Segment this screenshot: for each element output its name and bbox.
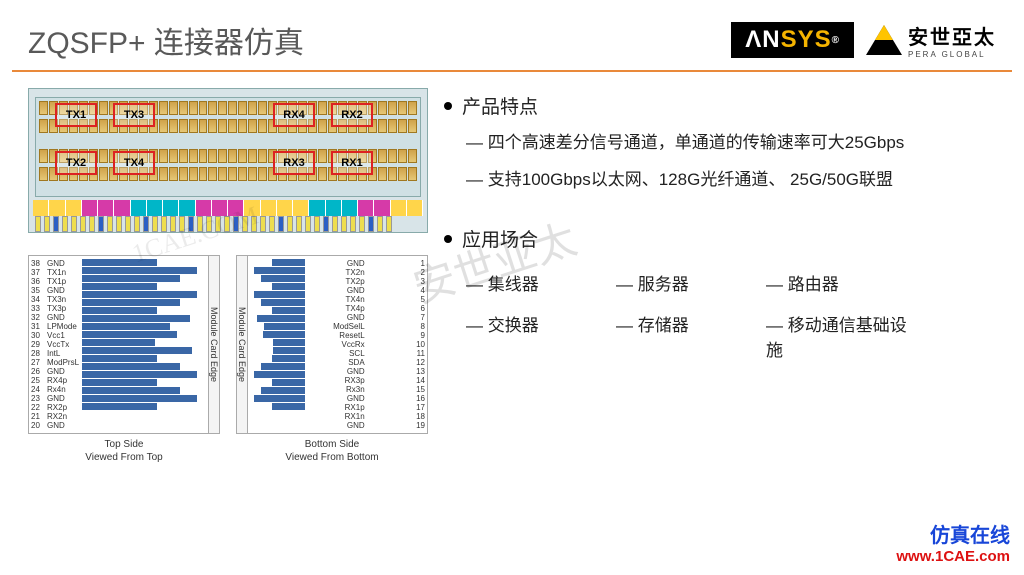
channel-tag: TX2 [55,151,97,175]
caption: Top Side [28,438,220,451]
application-item: 存储器 [616,311,766,361]
base-pins [33,216,423,232]
footer: 仿真在线 www.1CAE.com [896,519,1010,565]
slide-title: ZQSFP+ 连接器仿真 [28,18,731,62]
connector-diagram: TX1 TX3 RX4 RX2 TX2 TX4 RX3 RX1 [28,88,428,233]
pera-cn: 安世亞太 [908,21,996,50]
channel-tag: RX3 [273,151,315,175]
caption: Viewed From Top [28,451,220,464]
application-item: 交换器 [466,311,616,361]
channel-tag: TX3 [113,103,155,127]
logo-ansys: ΛNSYS® [731,22,854,58]
edge-label: Module Card Edge [208,256,219,433]
channel-tag: TX1 [55,103,97,127]
application-item: 移动通信基础设施 [766,311,916,361]
logo-pera: 安世亞太 PERA GLOBAL [864,21,996,59]
content: TX1 TX3 RX4 RX2 TX2 TX4 RX3 RX1 383736353433323… [0,72,1024,464]
left-column: TX1 TX3 RX4 RX2 TX2 TX4 RX3 RX1 383736353433323… [28,82,428,464]
pinout-top: 38373635343332313029282726252423222120 G… [28,255,220,464]
pinout-bottom: Module Card Edge GNDTX2nTX2pGNDTX4nTX4pG… [236,255,428,464]
application-item: 集线器 [466,270,616,295]
bullet-icon [444,102,452,110]
caption: Viewed From Bottom [236,451,428,464]
channel-tag: RX4 [273,103,315,127]
base-strip [33,200,423,216]
bullet-icon [444,235,452,243]
footer-cn: 仿真在线 [896,519,1010,548]
slide-header: ZQSFP+ 连接器仿真 ΛNSYS® 安世亞太 PERA GLOBAL [0,0,1024,70]
applications-heading: 应用场合 [444,225,1006,252]
applications-list: 集线器服务器路由器交换器存储器移动通信基础设施 [466,262,1006,369]
application-item: 路由器 [766,270,916,295]
features-heading: 产品特点 [444,92,1006,119]
channel-tag: RX2 [331,103,373,127]
caption: Bottom Side [236,438,428,451]
edge-label: Module Card Edge [237,256,248,433]
feature-item: 支持100Gbps以太网、128G光纤通道、 25G/50G联盟 [466,166,1006,193]
channel-tag: RX1 [331,151,373,175]
right-column: 产品特点 四个高速差分信号通道，单通道的传输速率可大25Gbps 支持100Gb… [428,82,1006,464]
channel-tag: TX4 [113,151,155,175]
application-item: 服务器 [616,270,766,295]
footer-url: www.1CAE.com [896,548,1010,565]
pera-en: PERA GLOBAL [908,50,996,59]
pinout-tables: 38373635343332313029282726252423222120 G… [28,255,428,464]
pera-triangle-icon [864,23,904,57]
feature-item: 四个高速差分信号通道，单通道的传输速率可大25Gbps [466,129,1006,156]
